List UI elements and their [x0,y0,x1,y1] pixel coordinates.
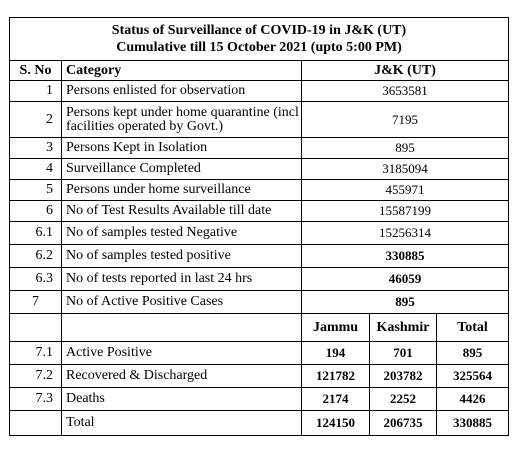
header-kashmir: Kashmir [369,313,437,342]
row-category: No of Test Results Available till date [61,200,302,222]
row-category: Active Positive [61,341,302,365]
table-row: 4 Surveillance Completed 3185094 [9,158,509,180]
report-title: Status of Surveillance of COVID-19 in J&… [9,17,509,61]
header-row: S. No Category J&K (UT) [9,60,509,81]
header-value: J&K (UT) [301,60,509,81]
kashmir-value: 701 [369,341,437,365]
row-value: 7195 [301,101,509,138]
row-sno: 6 [9,200,62,222]
table-row: 3 Persons Kept in Isolation 895 [9,137,509,159]
total-label: Total [61,410,302,436]
row-category: Persons Kept in Isolation [61,137,302,159]
breakdown-row: 7.3 Deaths 2174 2252 4426 [9,387,509,411]
row-sno: 1 [9,80,62,102]
row-sno: 7.1 [9,341,62,365]
kashmir-value: 203782 [369,364,437,388]
table-row: 6.2 No of samples tested positive 330885 [9,244,509,268]
title-line-1: Status of Surveillance of COVID-19 in J&… [111,23,407,38]
row-category: No of samples tested Negative [61,221,302,245]
table-row: 1 Persons enlisted for observation 36535… [9,80,509,102]
header-jammu: Jammu [301,313,370,342]
row-sno: 6.1 [9,221,62,245]
row-category: Persons kept under home quarantine (incl… [61,101,302,138]
total-row: Total 124150 206735 330885 [9,410,509,436]
title-row: Status of Surveillance of COVID-19 in J&… [9,17,509,61]
row-value: 3653581 [301,80,509,102]
row-sno: 2 [9,101,62,138]
total-kashmir: 206735 [369,410,437,436]
row-value: 895 [301,137,509,159]
row-category: Persons enlisted for observation [61,80,302,102]
jammu-value: 194 [301,341,370,365]
row-sno: 4 [9,158,62,180]
row-value: 15587199 [301,200,509,222]
row-value: 455971 [301,179,509,201]
header-category: Category [61,60,302,81]
row-value: 15256314 [301,221,509,245]
table-row: 6.3 No of tests reported in last 24 hrs … [9,267,509,291]
total-jammu: 124150 [301,410,370,436]
row-sno: 7.2 [9,364,62,388]
header-sno: S. No [9,60,62,81]
row-value: 895 [301,290,509,314]
kashmir-value: 2252 [369,387,437,411]
breakdown-row: 7.2 Recovered & Discharged 121782 203782… [9,364,509,388]
blank-cell [9,410,62,436]
total-value: 325564 [436,364,509,388]
row-sno: 5 [9,179,62,201]
breakdown-row: 7.1 Active Positive 194 701 895 [9,341,509,365]
row-category: No of samples tested positive [61,244,302,268]
blank-cell [9,313,62,342]
row-sno: 3 [9,137,62,159]
table-row: 2 Persons kept under home quarantine (in… [9,101,509,138]
table-row: 6.1 No of samples tested Negative 152563… [9,221,509,245]
surveillance-report: Status of Surveillance of COVID-19 in J&… [9,17,509,436]
row-sno: 7.3 [9,387,62,411]
row-category: Deaths [61,387,302,411]
row-value: 330885 [301,244,509,268]
row-category: No of tests reported in last 24 hrs [61,267,302,291]
total-value: 4426 [436,387,509,411]
table-row: 6 No of Test Results Available till date… [9,200,509,222]
jammu-value: 121782 [301,364,370,388]
row-category: Recovered & Discharged [61,364,302,388]
row-category: Persons under home surveillance [61,179,302,201]
row-sno: 7 [9,290,62,314]
row-category: No of Active Positive Cases [61,290,302,314]
blank-cell [61,313,302,342]
title-line-2: Cumulative till 15 October 2021 (upto 5:… [116,40,402,55]
table-row: 7 No of Active Positive Cases 895 [9,290,509,314]
row-sno: 6.3 [9,267,62,291]
row-category: Surveillance Completed [61,158,302,180]
row-value: 46059 [301,267,509,291]
surveillance-table: Status of Surveillance of COVID-19 in J&… [9,17,509,436]
row-value: 3185094 [301,158,509,180]
header-total: Total [436,313,509,342]
total-value: 895 [436,341,509,365]
table-row: 5 Persons under home surveillance 455971 [9,179,509,201]
total-total: 330885 [436,410,509,436]
row-sno: 6.2 [9,244,62,268]
breakdown-header-row: Jammu Kashmir Total [9,313,509,342]
jammu-value: 2174 [301,387,370,411]
